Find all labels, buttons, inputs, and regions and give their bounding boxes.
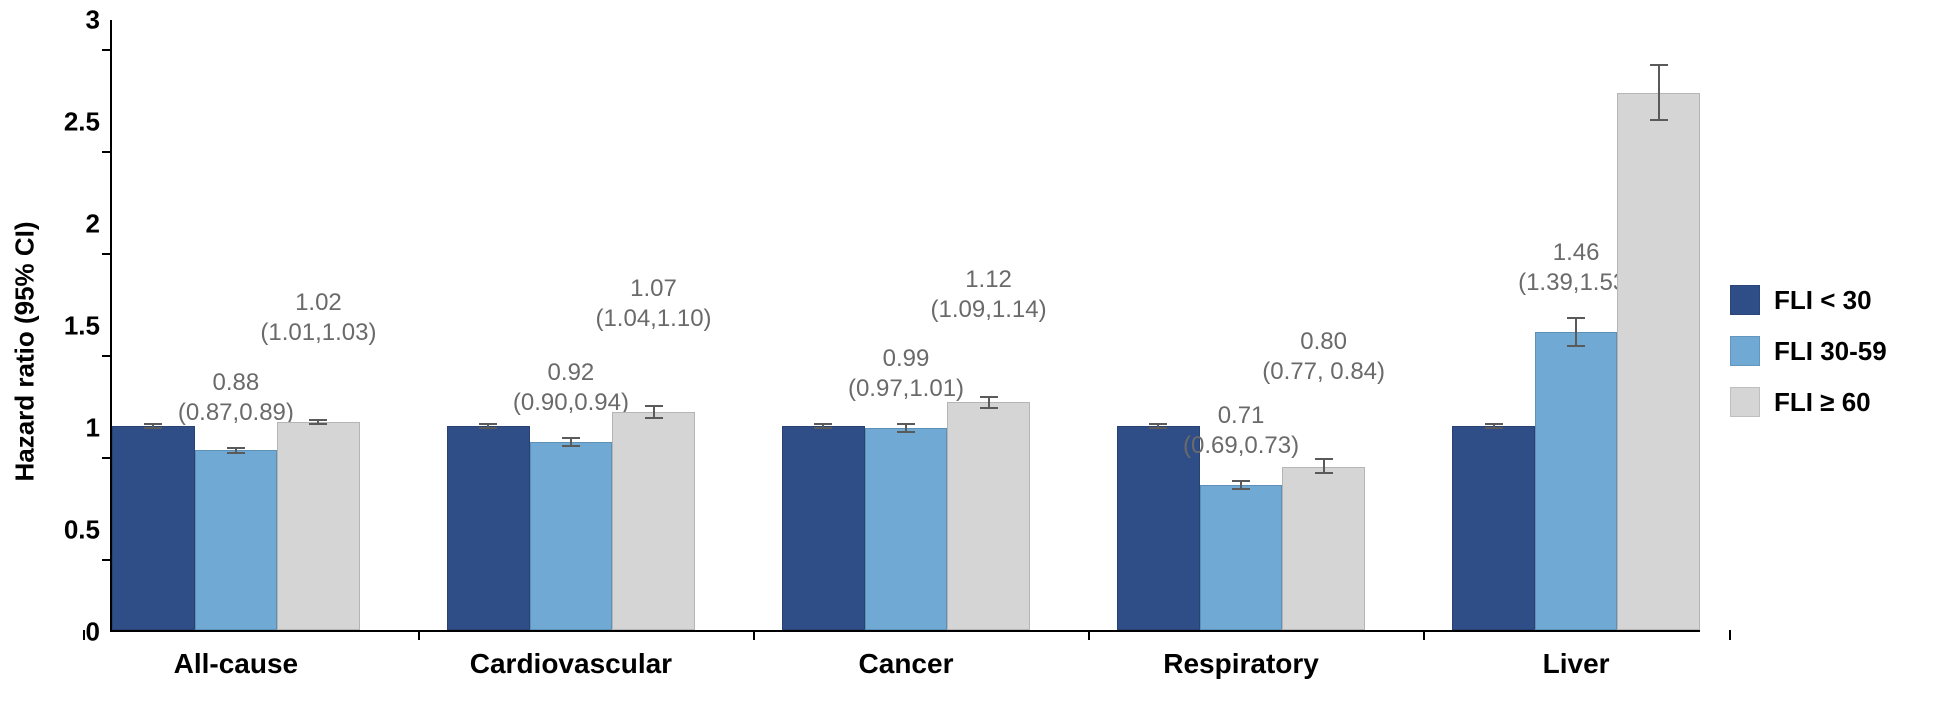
bar (530, 442, 613, 630)
x-tick-mark (1729, 630, 1731, 640)
bar-data-label: 1.07(1.04,1.10) (595, 274, 711, 334)
y-axis-title: Hazard ratio (95% CI) (10, 221, 41, 481)
legend: FLI < 30 FLI 30-59 FLI ≥ 60 (1700, 0, 1960, 702)
label-value: 0.88 (178, 368, 294, 398)
plot-area: All-cause0.88(0.87,0.89)1.02(1.01,1.03)C… (110, 20, 1700, 632)
bar (1200, 485, 1283, 630)
bar-data-label: 1.12(1.09,1.14) (931, 265, 1047, 325)
bar-data-label: 0.99(0.97,1.01) (848, 344, 964, 404)
label-ci: (0.97,1.01) (848, 374, 964, 404)
y-tick-label: 1 (86, 413, 100, 444)
y-tick-mark (102, 559, 112, 561)
label-value: 0.71 (1183, 401, 1299, 431)
legend-swatch (1730, 387, 1760, 417)
y-tick-mark (102, 355, 112, 357)
bar (112, 426, 195, 630)
legend-item: FLI 30-59 (1730, 336, 1950, 367)
y-tick-mark (102, 151, 112, 153)
label-ci: (1.09,1.14) (931, 295, 1047, 325)
label-value: 0.92 (513, 358, 629, 388)
label-value: 0.99 (848, 344, 964, 374)
y-axis-ticks: 0 0.5 1 1.5 2 2.5 3 (50, 0, 110, 702)
bar (947, 402, 1030, 630)
bar (195, 450, 278, 630)
bar-data-label: 0.88(0.87,0.89) (178, 368, 294, 428)
x-tick-mark (418, 630, 420, 640)
bar (1617, 93, 1700, 630)
y-tick-label: 0 (86, 617, 100, 648)
bar (612, 412, 695, 630)
label-value: 1.12 (931, 265, 1047, 295)
y-tick-mark (102, 457, 112, 459)
y-tick-label: 2 (86, 209, 100, 240)
x-category-label: Liver (1543, 648, 1610, 680)
x-category-label: Respiratory (1163, 648, 1319, 680)
legend-swatch (1730, 285, 1760, 315)
y-axis-title-wrap: Hazard ratio (95% CI) (0, 0, 50, 702)
bar-data-label: 1.02(1.01,1.03) (260, 288, 376, 348)
y-tick-label: 2.5 (64, 107, 100, 138)
x-tick-mark (83, 630, 85, 640)
bar (865, 428, 948, 630)
bar (782, 426, 865, 630)
legend-label: FLI ≥ 60 (1774, 387, 1871, 418)
legend-label: FLI < 30 (1774, 285, 1872, 316)
bar (277, 422, 360, 630)
x-tick-mark (753, 630, 755, 640)
label-ci: (0.69,0.73) (1183, 431, 1299, 461)
y-tick-mark (102, 49, 112, 51)
bar-data-label: 0.92(0.90,0.94) (513, 358, 629, 418)
label-value: 1.07 (595, 274, 711, 304)
label-value: 0.80 (1262, 327, 1385, 357)
legend-label: FLI 30-59 (1774, 336, 1887, 367)
legend-item: FLI ≥ 60 (1730, 387, 1950, 418)
bar (1452, 426, 1535, 630)
legend-item: FLI < 30 (1730, 285, 1950, 316)
bar (1535, 332, 1618, 630)
x-tick-mark (1423, 630, 1425, 640)
x-tick-mark (1088, 630, 1090, 640)
x-category-label: Cancer (859, 648, 954, 680)
bar (447, 426, 530, 630)
bar-data-label: 0.71(0.69,0.73) (1183, 401, 1299, 461)
bar-data-label: 0.80(0.77, 0.84) (1262, 327, 1385, 387)
x-category-label: Cardiovascular (470, 648, 672, 680)
bar (1282, 467, 1365, 630)
y-tick-mark (102, 253, 112, 255)
label-value: 1.02 (260, 288, 376, 318)
y-tick-label: 0.5 (64, 515, 100, 546)
y-tick-label: 1.5 (64, 311, 100, 342)
legend-swatch (1730, 336, 1760, 366)
label-ci: (1.04,1.10) (595, 304, 711, 334)
label-ci: (1.01,1.03) (260, 318, 376, 348)
y-tick-label: 3 (86, 5, 100, 36)
x-category-label: All-cause (174, 648, 299, 680)
label-ci: (0.77, 0.84) (1262, 357, 1385, 387)
hazard-ratio-chart: Hazard ratio (95% CI) 0 0.5 1 1.5 2 2.5 3 All-… (0, 0, 1960, 702)
